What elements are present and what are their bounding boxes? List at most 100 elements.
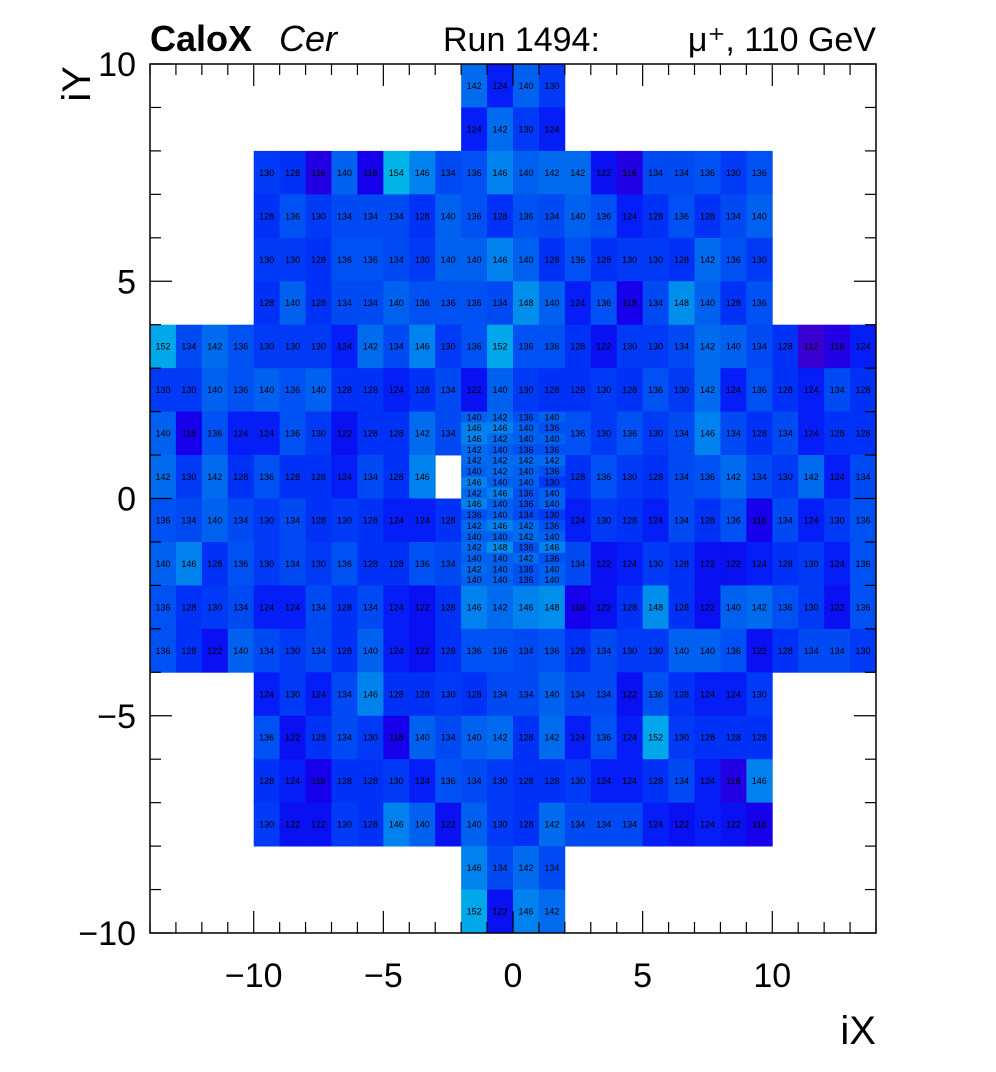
heatmap-cell bbox=[253, 498, 281, 543]
fine-cell bbox=[487, 563, 514, 575]
heatmap-cell-label: 130 bbox=[311, 342, 326, 352]
fine-cell bbox=[538, 563, 566, 575]
heatmap-cell bbox=[642, 585, 669, 630]
fine-cell bbox=[461, 520, 488, 532]
heatmap-cell bbox=[513, 802, 540, 847]
heatmap-cell-label: 136 bbox=[155, 646, 170, 656]
heatmap-cell bbox=[357, 324, 384, 369]
heatmap-cell bbox=[279, 802, 306, 847]
heatmap-cell bbox=[564, 715, 592, 760]
heatmap-cell-label: 128 bbox=[441, 646, 456, 656]
heatmap-cell-label: 134 bbox=[233, 602, 248, 612]
heatmap-cell-label: 124 bbox=[622, 559, 637, 569]
heatmap-cell-label: 136 bbox=[285, 211, 300, 221]
heatmap-cell-label: 122 bbox=[596, 602, 611, 612]
fine-cell bbox=[513, 531, 540, 543]
heatmap-cell bbox=[798, 411, 825, 456]
heatmap-cell bbox=[461, 802, 488, 847]
heatmap-cell-label: 134 bbox=[493, 863, 508, 873]
heatmap-cell bbox=[461, 150, 488, 195]
heatmap-cell bbox=[331, 541, 358, 586]
fine-cell-label: 146 bbox=[467, 477, 482, 487]
heatmap-cell-label: 130 bbox=[259, 515, 274, 525]
heatmap-cell bbox=[824, 498, 851, 543]
heatmap-cell-label: 130 bbox=[259, 342, 274, 352]
heatmap-cell-label: 128 bbox=[181, 602, 196, 612]
heatmap-cell bbox=[850, 455, 877, 499]
fine-cell-label: 142 bbox=[467, 543, 482, 553]
heatmap-cell bbox=[279, 455, 306, 499]
heatmap-cell-label: 136 bbox=[674, 211, 689, 221]
fine-cell-label: 142 bbox=[518, 553, 533, 563]
heatmap-cell bbox=[616, 585, 644, 630]
heatmap-cell bbox=[331, 455, 358, 499]
heatmap-cell bbox=[720, 628, 747, 673]
heatmap-cell-label: 134 bbox=[544, 863, 559, 873]
heatmap-cell-label: 124 bbox=[830, 472, 845, 482]
heatmap-cell bbox=[279, 672, 306, 717]
heatmap-cell bbox=[461, 672, 488, 717]
fine-cell-label: 136 bbox=[518, 488, 533, 498]
heatmap-cell bbox=[642, 759, 669, 804]
fine-cell-label: 140 bbox=[493, 510, 508, 520]
fine-cell bbox=[513, 422, 540, 434]
heatmap-cell bbox=[487, 628, 514, 673]
heatmap-cell-label: 134 bbox=[337, 211, 352, 221]
fine-cell-label: 140 bbox=[493, 532, 508, 542]
heatmap-cell-label: 124 bbox=[233, 429, 248, 439]
heatmap-cell-label: 140 bbox=[155, 429, 170, 439]
heatmap-cell-label: 128 bbox=[726, 733, 741, 743]
heatmap-cell bbox=[279, 715, 306, 760]
fine-cell-label: 134 bbox=[518, 510, 533, 520]
heatmap-cell-label: 130 bbox=[596, 515, 611, 525]
fine-cell-label: 142 bbox=[467, 521, 482, 531]
heatmap-cell bbox=[668, 194, 695, 239]
heatmap-cell-label: 136 bbox=[233, 559, 248, 569]
heatmap-cell-label: 136 bbox=[363, 255, 378, 265]
heatmap-cell-label: 134 bbox=[441, 559, 456, 569]
heatmap-cell-label: 118 bbox=[311, 776, 325, 786]
heatmap-cell-label: 128 bbox=[389, 689, 404, 699]
heatmap-cell-label: 140 bbox=[415, 733, 430, 743]
heatmap-cell bbox=[642, 194, 669, 239]
fine-cell bbox=[538, 541, 566, 554]
heatmap-cell-label: 140 bbox=[155, 559, 170, 569]
fine-cell-label: 136 bbox=[544, 521, 559, 531]
heatmap-cell bbox=[720, 150, 747, 195]
heatmap-cell bbox=[409, 281, 436, 326]
heatmap-cell bbox=[850, 541, 877, 586]
fine-cell bbox=[513, 520, 540, 532]
x-tick-label: 10 bbox=[753, 957, 791, 995]
heatmap-cell bbox=[746, 672, 773, 717]
heatmap-cell bbox=[642, 628, 669, 673]
heatmap-cell bbox=[746, 715, 773, 760]
heatmap-cell bbox=[409, 498, 436, 543]
fine-cell-label: 140 bbox=[518, 423, 533, 433]
heatmap-cell-label: 124 bbox=[415, 515, 430, 525]
heatmap-cell-label: 130 bbox=[752, 255, 767, 265]
heatmap-cell bbox=[175, 368, 203, 412]
heatmap-cell-label: 140 bbox=[544, 689, 559, 699]
heatmap-cell-label: 112 bbox=[804, 342, 818, 352]
heatmap-cell bbox=[201, 411, 229, 456]
heatmap-cell bbox=[461, 715, 488, 760]
heatmap-cell-label: 130 bbox=[285, 689, 300, 699]
fine-cell-label: 140 bbox=[467, 575, 482, 585]
heatmap-cell-label: 142 bbox=[544, 907, 559, 917]
heatmap-cell bbox=[461, 237, 488, 282]
heatmap-cell bbox=[435, 150, 462, 195]
heatmap-cell bbox=[694, 281, 721, 326]
fine-cell bbox=[538, 487, 566, 499]
heatmap-cell bbox=[279, 194, 306, 239]
heatmap-cell bbox=[487, 672, 514, 717]
heatmap-cell-label: 128 bbox=[441, 515, 456, 525]
heatmap-cell bbox=[564, 150, 592, 195]
heatmap-cell bbox=[331, 194, 358, 239]
heatmap-cell-label: 124 bbox=[622, 733, 637, 743]
heatmap-cell-label: 130 bbox=[285, 342, 300, 352]
heatmap-cell-label: 142 bbox=[415, 429, 430, 439]
heatmap-cell-label: 140 bbox=[518, 255, 533, 265]
heatmap-cell-label: 130 bbox=[648, 559, 663, 569]
heatmap-cell-label: 128 bbox=[259, 776, 274, 786]
fine-cell bbox=[461, 563, 488, 575]
